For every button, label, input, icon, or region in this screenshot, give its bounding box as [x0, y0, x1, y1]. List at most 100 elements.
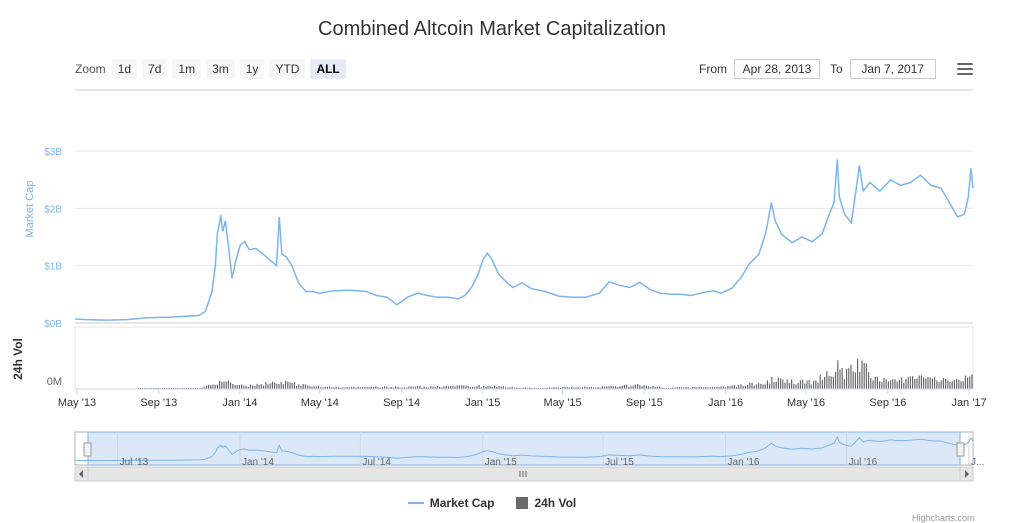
- credits-link[interactable]: Highcharts.com: [912, 513, 975, 523]
- x-tick-label: Sep '13: [140, 397, 177, 409]
- volume-bar: [632, 385, 634, 389]
- volume-bar: [940, 380, 942, 389]
- market-cap-line: [74, 159, 974, 321]
- volume-bar: [872, 380, 874, 389]
- volume-bar: [346, 387, 348, 389]
- volume-bar: [410, 386, 412, 389]
- volume-bar: [791, 379, 793, 389]
- volume-bar: [408, 386, 410, 389]
- volume-bar: [309, 386, 311, 389]
- volume-bar: [388, 387, 390, 389]
- volume-bar: [722, 386, 724, 389]
- volume-bar: [938, 382, 940, 389]
- volume-bar: [942, 378, 944, 389]
- volume-bar: [421, 387, 423, 389]
- volume-bar: [964, 375, 966, 389]
- volume-bar: [718, 386, 720, 389]
- volume-bar: [225, 381, 227, 389]
- range-button-1m[interactable]: 1m: [172, 59, 202, 79]
- range-button-all[interactable]: ALL: [310, 59, 346, 79]
- volume-bar: [342, 387, 344, 389]
- volume-bar: [795, 384, 797, 389]
- volume-bar: [491, 387, 493, 389]
- volume-bar: [381, 387, 383, 389]
- range-button-ytd[interactable]: YTD: [269, 59, 306, 79]
- hamburger-menu-icon[interactable]: [957, 63, 973, 75]
- scrollbar-thumb[interactable]: [87, 466, 961, 482]
- volume-bar: [720, 386, 722, 389]
- volume-bar: [454, 386, 456, 389]
- volume-bar: [705, 386, 707, 389]
- volume-bar: [894, 379, 896, 389]
- volume-bar: [430, 386, 432, 389]
- volume-bar: [265, 382, 267, 389]
- to-date-input[interactable]: [849, 59, 936, 79]
- navigator-right-handle[interactable]: [956, 442, 965, 457]
- x-tick-label: Sep '15: [626, 397, 663, 409]
- volume-bar: [573, 387, 575, 389]
- volume-bar: [524, 387, 526, 389]
- volume-bar: [696, 387, 698, 389]
- scroll-left-arrow-icon: [79, 470, 83, 478]
- volume-bar: [465, 385, 467, 389]
- volume-bar: [564, 386, 566, 389]
- volume-bar: [280, 382, 282, 389]
- volume-bar: [384, 386, 386, 389]
- volume-bar: [951, 381, 953, 389]
- volume-bar: [285, 380, 287, 389]
- volume-bar: [786, 379, 788, 389]
- x-tick-label: Jan '14: [222, 397, 257, 409]
- volume-bar: [538, 387, 540, 389]
- scroll-right-arrow-icon: [965, 470, 969, 478]
- navigator-left-handle[interactable]: [83, 442, 92, 457]
- volume-bar: [456, 385, 458, 389]
- legend-item-market-cap[interactable]: Market Cap: [407, 496, 494, 510]
- volume-bar: [707, 387, 709, 389]
- volume-bar: [373, 386, 375, 389]
- volume-bar: [511, 386, 513, 389]
- volume-bar: [604, 386, 606, 389]
- volume-bar: [296, 386, 298, 389]
- volume-bar: [322, 387, 324, 389]
- volume-bar: [584, 386, 586, 389]
- volume-bar: [216, 384, 218, 389]
- range-button-1y[interactable]: 1y: [239, 59, 265, 79]
- volume-bar: [788, 382, 790, 389]
- volume-bar: [956, 379, 958, 389]
- range-button-1d[interactable]: 1d: [111, 59, 138, 79]
- volume-bar: [931, 378, 933, 389]
- volume-bar: [689, 387, 691, 389]
- navigator-tick-label: Jul '15: [605, 457, 634, 468]
- volume-bar: [674, 387, 676, 389]
- volume-bar: [357, 386, 359, 389]
- volume-bar: [914, 379, 916, 389]
- volume-bar: [307, 385, 309, 389]
- volume-bar: [575, 387, 577, 389]
- date-range-inputs: From To: [699, 58, 946, 80]
- volume-bar: [652, 386, 654, 389]
- volume-bar: [386, 386, 388, 389]
- x-tick-label: May '15: [543, 397, 581, 409]
- volume-bar: [698, 386, 700, 389]
- volume-bar: [936, 380, 938, 389]
- from-date-input[interactable]: [734, 59, 820, 79]
- volume-bar: [901, 377, 903, 389]
- volume-bar: [685, 387, 687, 389]
- volume-bar: [967, 377, 969, 389]
- volume-bar: [485, 387, 487, 389]
- volume-bar: [837, 360, 839, 389]
- range-button-7d[interactable]: 7d: [142, 59, 168, 79]
- volume-bar: [436, 385, 438, 389]
- volume-bar: [601, 386, 603, 389]
- volume-bar: [474, 386, 476, 389]
- volume-bar: [320, 387, 322, 389]
- range-button-3m[interactable]: 3m: [206, 59, 235, 79]
- legend-item-volume[interactable]: 24h Vol: [516, 496, 576, 510]
- navigator-selection[interactable]: [87, 431, 961, 466]
- volume-bar: [654, 386, 656, 389]
- navigator[interactable]: Jul '13 Jan '14 Jul '14 Jan '15 Jul '15 Jan '…: [74, 431, 984, 482]
- volume-bar: [344, 387, 346, 389]
- volume-bar: [557, 387, 559, 389]
- volume-bar: [236, 385, 238, 389]
- volume-bar: [324, 386, 326, 389]
